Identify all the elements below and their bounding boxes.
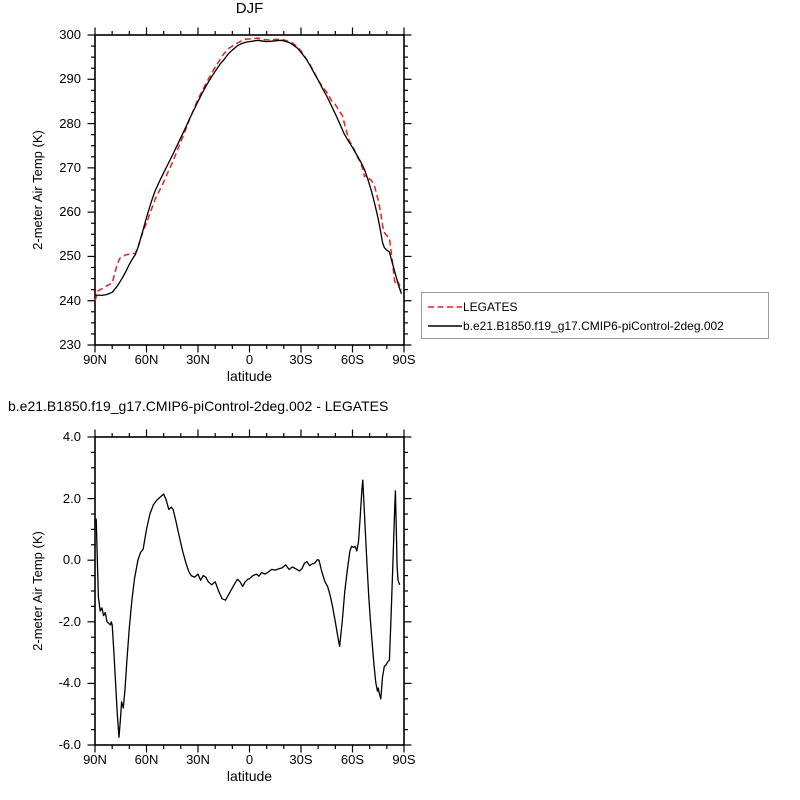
top-plot-frame: [94, 34, 405, 346]
y-tick-label: -2.0: [58, 613, 81, 629]
x-tick-label: 60S: [340, 752, 365, 767]
legend: LEGATES b.e21.B1850.f19_g17.CMIP6-piCont…: [421, 292, 769, 339]
top-y-axis-title: 2-meter Air Temp (K): [30, 130, 46, 250]
y-tick-label: 250: [59, 248, 81, 264]
x-tick-label: 60S: [340, 352, 365, 367]
bottom-x-axis-title: latitude: [226, 768, 273, 784]
x-tick-label: 60N: [134, 352, 159, 367]
y-tick-label: 300: [59, 27, 81, 42]
y-tick-label: -6.0: [58, 737, 81, 752]
bottom-y-axis-title: 2-meter Air Temp (K): [30, 531, 46, 651]
y-tick-label: 280: [59, 115, 81, 131]
y-tick-label: 290: [59, 71, 81, 87]
x-tick-label: 30N: [186, 752, 210, 767]
y-tick-label: 4.0: [62, 429, 81, 444]
legend-entry-model: b.e21.B1850.f19_g17.CMIP6-piControl-2deg…: [427, 316, 766, 335]
x-tick-label: 90N: [83, 352, 107, 367]
difference-curve: [95, 479, 401, 738]
top-x-axis-title: latitude: [226, 368, 273, 384]
legates-dashed-line-swatch: [428, 305, 462, 308]
x-tick-label: 0: [245, 352, 254, 367]
bottom-panel-title: b.e21.B1850.f19_g17.CMIP6-piControl-2deg…: [8, 398, 389, 414]
bottom-plot-frame: [94, 436, 405, 746]
model-solid-line-swatch: [428, 324, 462, 327]
y-tick-label: 240: [59, 292, 81, 308]
y-tick-label: 2.0: [62, 490, 81, 506]
legend-label-legates: LEGATES: [463, 299, 518, 314]
legates-curve: [94, 37, 403, 301]
y-tick-label: 230: [59, 337, 81, 352]
x-tick-label: 90N: [83, 752, 107, 767]
y-tick-label: 0.0: [62, 552, 81, 568]
x-tick-label: 60N: [134, 752, 159, 767]
x-tick-label: 30S: [289, 352, 313, 367]
y-tick-label: 270: [59, 159, 81, 175]
top-panel-title: DJF: [235, 0, 264, 17]
legend-entry-legates: LEGATES: [427, 297, 766, 316]
y-tick-label: 260: [59, 204, 81, 220]
x-tick-label: 30S: [289, 752, 313, 767]
legend-label-model: b.e21.B1850.f19_g17.CMIP6-piControl-2deg…: [463, 318, 724, 333]
model-curve: [94, 39, 403, 297]
x-tick-label: 0: [245, 752, 254, 767]
y-tick-label: -4.0: [58, 675, 81, 691]
x-tick-label: 90S: [392, 752, 416, 767]
x-tick-label: 90S: [392, 352, 416, 367]
x-tick-label: 30N: [186, 352, 210, 367]
